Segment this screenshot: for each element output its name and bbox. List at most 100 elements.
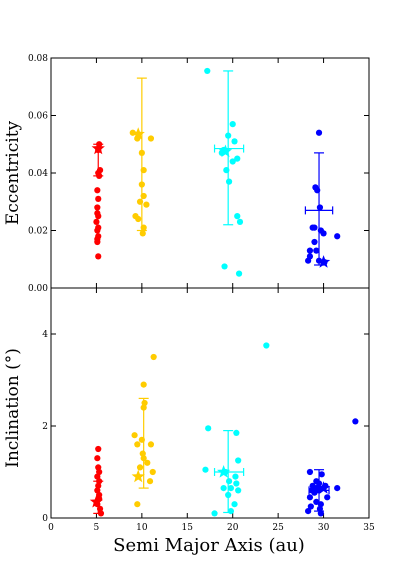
data-point <box>229 121 236 128</box>
data-point <box>306 247 314 254</box>
eccentricity-axis-label: Eccentricity <box>3 120 23 225</box>
data-point <box>95 482 102 489</box>
data-point <box>231 501 238 508</box>
data-point <box>94 187 101 194</box>
star-marker <box>218 144 233 158</box>
data-point <box>147 135 155 142</box>
data-point <box>234 155 241 162</box>
y-tick-label: 0.06 <box>28 112 48 122</box>
x-tick-label: 10 <box>136 523 148 533</box>
data-point <box>229 158 236 165</box>
data-point <box>134 441 141 448</box>
data-point <box>225 478 233 485</box>
data-point <box>140 455 147 462</box>
x-tick-label: 0 <box>48 523 54 533</box>
data-point <box>311 489 318 496</box>
data-point <box>140 192 147 200</box>
data-point <box>305 257 312 264</box>
data-point <box>318 471 325 478</box>
y-tick-label: 0.08 <box>28 54 48 64</box>
data-point <box>140 381 147 388</box>
data-point <box>305 508 312 515</box>
data-point <box>147 441 155 448</box>
inclination-panel: 0 2 4 0 5 10 15 20 25 30 35 <box>42 287 375 533</box>
x-tick-label: 25 <box>272 523 284 533</box>
data-point <box>263 342 270 349</box>
data-point <box>95 445 102 453</box>
semi-major-axis-label: Semi Major Axis (au) <box>113 535 305 556</box>
data-point <box>150 353 157 361</box>
data-point <box>143 201 150 208</box>
star-marker <box>316 481 331 494</box>
data-point <box>134 501 141 508</box>
data-point <box>139 450 146 457</box>
data-point <box>306 494 314 501</box>
data-point <box>352 418 359 425</box>
data-point <box>211 510 218 517</box>
data-point <box>225 132 232 139</box>
data-point <box>235 457 242 464</box>
data-point <box>202 466 209 473</box>
star-marker <box>89 494 104 508</box>
data-point <box>138 436 145 443</box>
inclination-axis-label: Inclination (°) <box>3 348 23 468</box>
data-point <box>96 172 103 179</box>
data-point <box>95 464 102 471</box>
y-tick-label: 0 <box>42 514 48 524</box>
y-tick-label: 0.04 <box>28 169 48 179</box>
data-point <box>334 485 341 492</box>
data-point <box>334 233 341 240</box>
data-point <box>136 198 144 205</box>
data-point <box>135 215 142 223</box>
data-point <box>234 213 241 220</box>
y-tick-label: 0.02 <box>28 227 48 237</box>
data-point <box>320 230 327 237</box>
star-marker <box>216 465 231 478</box>
y-tick-label: 2 <box>42 422 48 432</box>
x-tick-label: 15 <box>182 523 194 533</box>
data-point <box>317 510 324 517</box>
data-point <box>95 253 102 260</box>
data-point <box>96 478 103 485</box>
data-point <box>94 238 101 246</box>
y-tick-label: 4 <box>42 330 48 340</box>
data-point <box>138 181 145 188</box>
star-marker <box>91 141 105 155</box>
data-point <box>221 263 228 270</box>
data-point <box>324 494 331 501</box>
data-point <box>223 167 230 174</box>
data-point <box>220 485 227 492</box>
data-point <box>149 468 156 476</box>
data-point <box>236 218 244 225</box>
data-point <box>94 204 101 211</box>
star-marker <box>316 255 331 268</box>
data-point <box>235 270 243 277</box>
data-point <box>232 473 239 480</box>
data-point <box>306 468 314 476</box>
data-point <box>313 247 320 254</box>
data-point <box>138 149 145 156</box>
data-point <box>205 425 212 432</box>
data-point <box>136 464 144 471</box>
data-point <box>307 503 314 510</box>
data-point <box>311 238 318 246</box>
data-point <box>227 508 234 515</box>
data-point <box>315 129 323 136</box>
data-point <box>94 227 101 234</box>
data-point <box>315 480 323 487</box>
data-point <box>95 195 102 202</box>
data-point <box>204 67 211 75</box>
data-point <box>139 230 146 237</box>
data-point <box>233 480 240 487</box>
data-point <box>311 224 318 231</box>
data-point <box>95 213 102 220</box>
data-point <box>140 404 147 411</box>
data-point <box>93 218 100 225</box>
data-point <box>231 138 238 145</box>
data-point <box>96 505 104 512</box>
data-point <box>233 429 240 436</box>
data-point <box>314 187 321 194</box>
y-tick-label: 0.00 <box>28 284 48 294</box>
eccentricity-panel: 0.00 0.02 0.04 0.06 0.08 <box>28 54 370 294</box>
